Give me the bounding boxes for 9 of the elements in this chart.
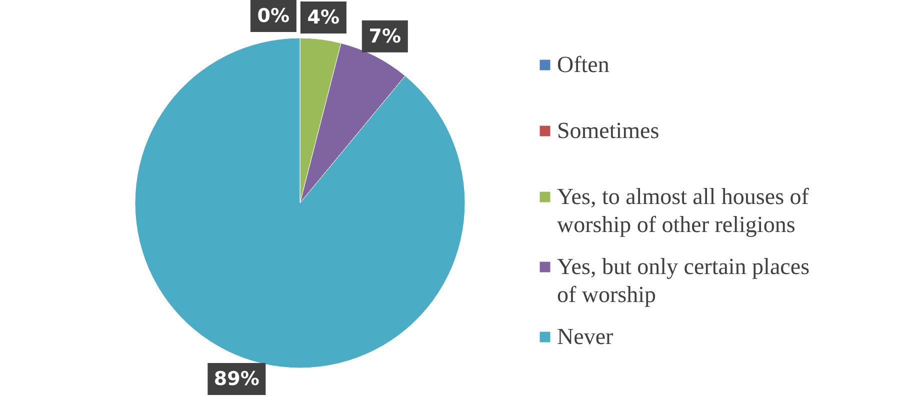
legend-label: Sometimes	[557, 118, 660, 143]
data-label: 89%	[214, 368, 260, 390]
data-label: 7%	[368, 25, 402, 48]
legend-label: Often	[557, 52, 610, 77]
text: 0%	[257, 5, 290, 27]
legend-label: Yes, but only certain places of worship	[557, 254, 810, 307]
legend-label: Never	[557, 324, 614, 349]
data-label: 4%	[307, 6, 340, 28]
legend-label: Yes, to almost all houses of worship of other religions	[557, 184, 810, 237]
